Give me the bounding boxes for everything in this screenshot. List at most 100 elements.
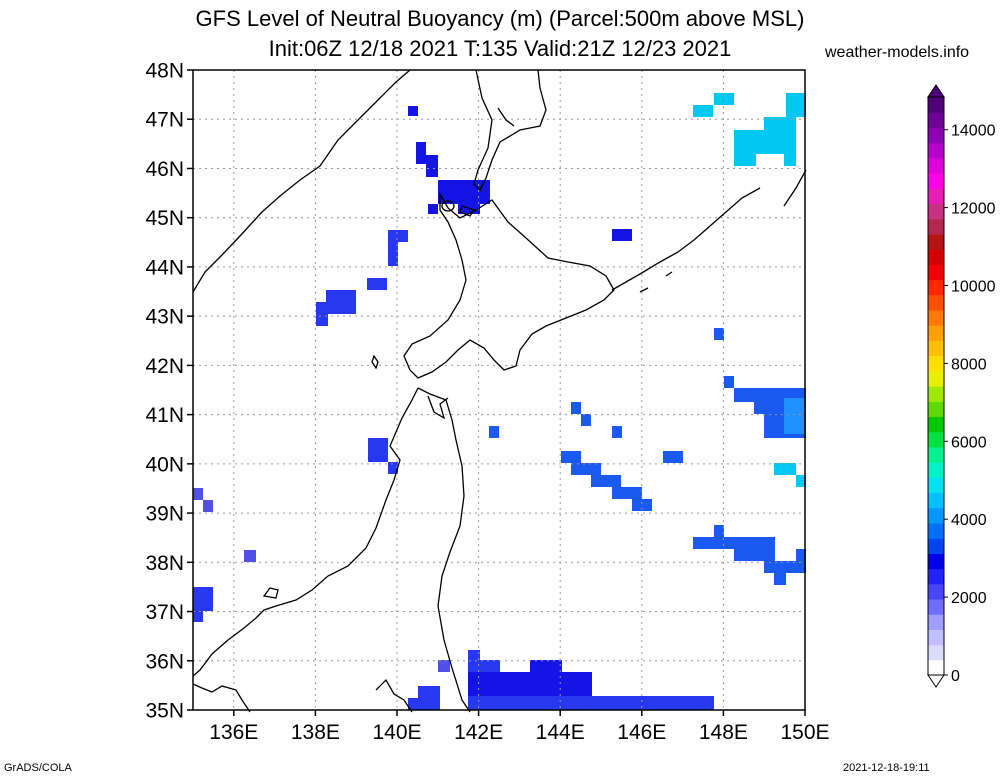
- tokyo-bay: [375, 678, 413, 713]
- cell: [724, 376, 734, 388]
- colorbar-swatch: [928, 355, 944, 372]
- colorbar-swatch: [928, 249, 944, 265]
- chart-subtitle: Init:06Z 12/18 2021 T:135 Valid:21Z 12/2…: [268, 36, 732, 61]
- colorbar-swatch: [928, 279, 944, 296]
- colorbar-swatch: [928, 583, 944, 600]
- hokkaido-coast: [403, 191, 615, 379]
- sakhalin-coast: [473, 69, 547, 192]
- cell: [416, 142, 426, 164]
- buoyancy-cells: [193, 93, 806, 710]
- kamchatka-tip: [783, 169, 807, 207]
- lon-label: 142E: [454, 721, 503, 744]
- cell: [784, 398, 806, 434]
- cell: [632, 499, 652, 511]
- colorbar-swatch: [928, 386, 944, 402]
- colorbar-swatch: [928, 446, 944, 463]
- cell: [388, 240, 398, 266]
- colorbar-swatch: [928, 127, 944, 144]
- lat-label: 35N: [145, 700, 184, 723]
- colorbar-min-arrow: [927, 674, 945, 688]
- cell: [734, 549, 775, 561]
- cell: [571, 463, 601, 475]
- colorbar-swatch: [928, 522, 944, 539]
- colorbar-label: 0: [951, 668, 960, 685]
- cell: [734, 152, 756, 166]
- colorbar-swatch: [928, 203, 944, 220]
- cell: [663, 451, 683, 463]
- colorbar-label: 8000: [951, 356, 987, 373]
- map-grid: [193, 70, 805, 710]
- colorbar-swatch: [928, 294, 944, 311]
- lon-label: 140E: [372, 721, 421, 744]
- colorbar-swatch: [928, 218, 944, 235]
- cell: [367, 278, 387, 290]
- colorbar-swatch: [928, 553, 944, 570]
- lon-ticks: 136E 138E 140E 142E 144E 146E 148E 150E: [209, 710, 830, 744]
- islet: [639, 271, 673, 293]
- colorbar-swatch: [928, 401, 944, 418]
- cell: [693, 105, 713, 117]
- cell: [426, 155, 438, 177]
- colorbar-swatch: [928, 477, 944, 494]
- cell: [418, 686, 440, 710]
- honshu-east-coast: [417, 387, 471, 713]
- lat-label: 45N: [145, 207, 184, 230]
- colorbar-swatch: [928, 340, 944, 357]
- colorbar-swatch: [928, 188, 944, 205]
- colorbar-swatch: [928, 416, 944, 433]
- cell: [193, 488, 203, 500]
- colorbar-max-arrow: [927, 84, 945, 98]
- mainland-coast: [192, 69, 411, 293]
- rishiri-island: [441, 200, 455, 212]
- cell: [193, 610, 203, 622]
- cell: [591, 475, 621, 487]
- lat-label: 47N: [145, 109, 184, 132]
- west-coast-south: [192, 683, 251, 713]
- lat-label: 48N: [145, 60, 184, 83]
- colorbar-label: 10000: [951, 279, 996, 296]
- cell: [326, 290, 356, 314]
- cell: [530, 660, 562, 674]
- mutsu-bay: [427, 395, 449, 420]
- colorbar-swatch: [928, 309, 944, 326]
- cell: [468, 696, 714, 710]
- cell: [612, 487, 642, 499]
- cell: [388, 230, 408, 242]
- lat-label: 38N: [145, 552, 184, 575]
- colorbar-label: 4000: [951, 512, 987, 529]
- cell: [786, 93, 806, 117]
- lon-label: 144E: [536, 721, 585, 744]
- colorbar-label: 6000: [951, 434, 987, 451]
- colorbar-swatch: [928, 614, 944, 630]
- lat-label: 36N: [145, 650, 184, 673]
- lat-label: 41N: [145, 404, 184, 427]
- cell: [784, 152, 796, 166]
- cell: [612, 426, 622, 438]
- colorbar-swatch: [928, 568, 944, 585]
- cell: [489, 426, 499, 438]
- cell: [714, 525, 724, 537]
- cell: [612, 229, 632, 241]
- colorbar-swatch: [928, 538, 944, 554]
- colorbar-swatch: [928, 507, 944, 524]
- colorbar-swatch: [928, 173, 944, 189]
- kuril-islands: [611, 187, 761, 291]
- coastlines: [192, 69, 807, 713]
- lat-label: 39N: [145, 503, 184, 526]
- cell: [428, 204, 438, 214]
- plot-frame: [192, 69, 806, 711]
- credit-label: GrADS/COLA: [4, 762, 72, 774]
- cell: [714, 328, 724, 340]
- cell: [193, 587, 213, 611]
- colorbar-label: 14000: [951, 123, 996, 140]
- colorbar-swatch: [928, 629, 944, 646]
- sakhalin-detail: [497, 107, 515, 127]
- colorbar-swatch: [928, 370, 944, 387]
- colorbar-swatch: [928, 644, 944, 661]
- cell: [561, 451, 581, 463]
- colorbar-swatch: [928, 431, 944, 448]
- lat-label: 43N: [145, 306, 184, 329]
- cell: [408, 698, 420, 710]
- colorbar-label: 12000: [951, 201, 996, 218]
